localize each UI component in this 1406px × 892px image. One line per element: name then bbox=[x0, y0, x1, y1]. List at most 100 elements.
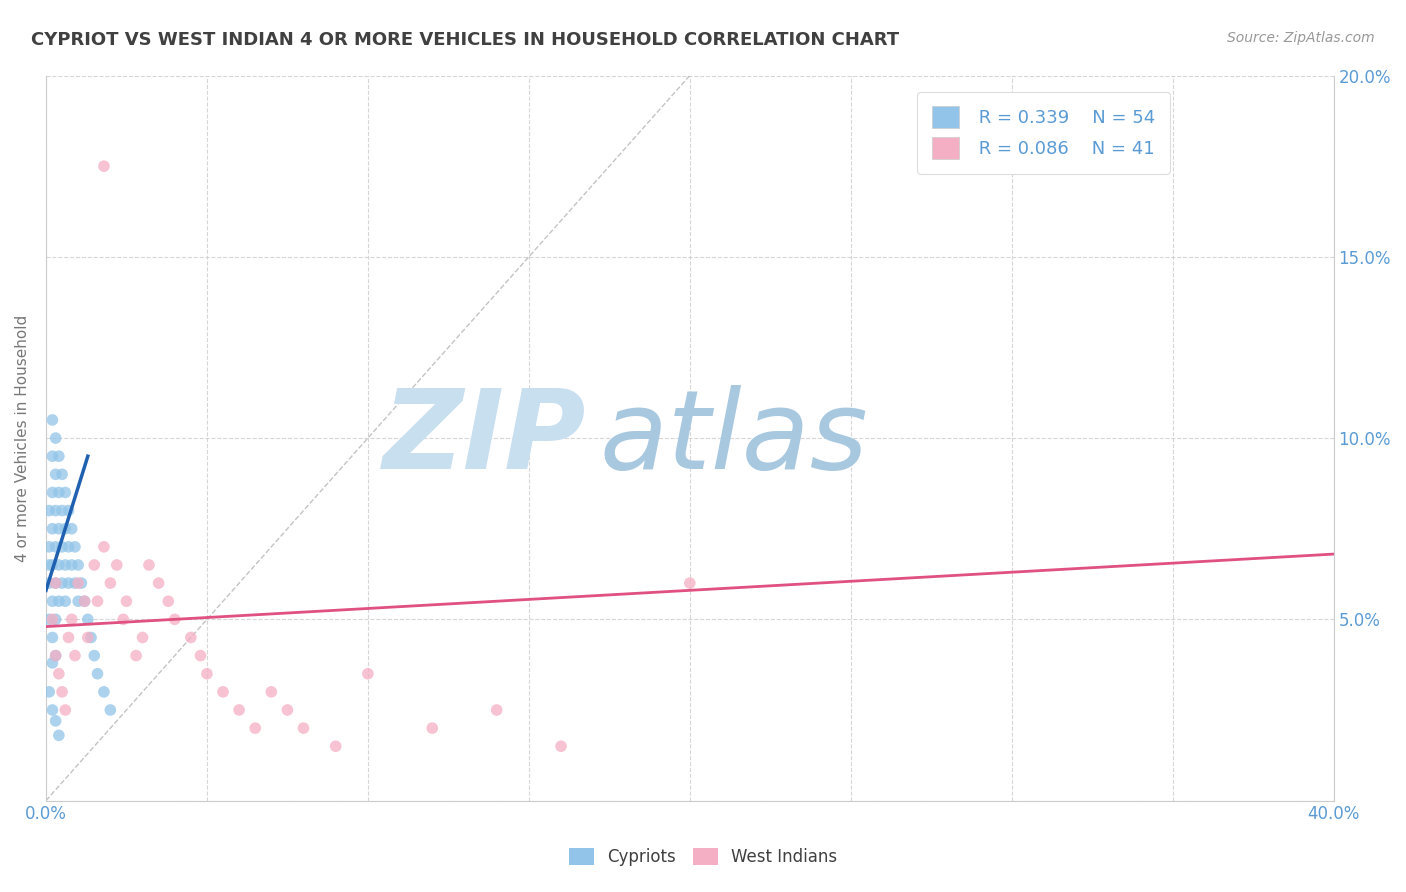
Point bbox=[93, 540, 115, 554]
Point bbox=[48, 728, 70, 742]
Point bbox=[48, 485, 70, 500]
Point bbox=[73, 594, 96, 608]
Point bbox=[93, 685, 115, 699]
Point bbox=[190, 648, 212, 663]
Point bbox=[325, 739, 347, 754]
Point bbox=[131, 631, 153, 645]
Point bbox=[58, 503, 80, 517]
Point bbox=[48, 594, 70, 608]
Point bbox=[53, 594, 76, 608]
Point bbox=[53, 485, 76, 500]
Text: CYPRIOT VS WEST INDIAN 4 OR MORE VEHICLES IN HOUSEHOLD CORRELATION CHART: CYPRIOT VS WEST INDIAN 4 OR MORE VEHICLE… bbox=[31, 31, 898, 49]
Point bbox=[45, 576, 67, 591]
Point bbox=[58, 631, 80, 645]
Point bbox=[83, 558, 105, 572]
Point bbox=[38, 540, 60, 554]
Point bbox=[45, 648, 67, 663]
Point bbox=[93, 159, 115, 173]
Point bbox=[679, 576, 702, 591]
Text: ZIP: ZIP bbox=[384, 384, 586, 491]
Point bbox=[98, 576, 121, 591]
Point bbox=[76, 612, 98, 626]
Point bbox=[60, 522, 83, 536]
Point bbox=[48, 558, 70, 572]
Point bbox=[80, 631, 103, 645]
Legend: Cypriots, West Indians: Cypriots, West Indians bbox=[561, 840, 845, 875]
Text: atlas: atlas bbox=[600, 384, 869, 491]
Point bbox=[67, 558, 90, 572]
Point bbox=[51, 540, 73, 554]
Point bbox=[115, 594, 138, 608]
Point bbox=[212, 685, 235, 699]
Y-axis label: 4 or more Vehicles in Household: 4 or more Vehicles in Household bbox=[15, 315, 30, 562]
Point bbox=[48, 449, 70, 463]
Point bbox=[45, 576, 67, 591]
Point bbox=[292, 721, 315, 735]
Point bbox=[45, 612, 67, 626]
Point bbox=[38, 612, 60, 626]
Point bbox=[260, 685, 283, 699]
Point bbox=[45, 540, 67, 554]
Point bbox=[41, 449, 63, 463]
Point bbox=[148, 576, 170, 591]
Point bbox=[51, 467, 73, 482]
Point bbox=[60, 612, 83, 626]
Point bbox=[138, 558, 160, 572]
Point bbox=[38, 576, 60, 591]
Point bbox=[70, 576, 93, 591]
Point bbox=[53, 522, 76, 536]
Point bbox=[53, 558, 76, 572]
Point bbox=[41, 612, 63, 626]
Point bbox=[53, 703, 76, 717]
Point bbox=[67, 594, 90, 608]
Point bbox=[38, 503, 60, 517]
Point bbox=[45, 503, 67, 517]
Text: Source: ZipAtlas.com: Source: ZipAtlas.com bbox=[1227, 31, 1375, 45]
Point bbox=[86, 594, 108, 608]
Point bbox=[45, 714, 67, 728]
Point bbox=[485, 703, 508, 717]
Point bbox=[45, 648, 67, 663]
Point bbox=[41, 485, 63, 500]
Point bbox=[38, 685, 60, 699]
Point bbox=[51, 685, 73, 699]
Point bbox=[41, 522, 63, 536]
Point bbox=[195, 666, 218, 681]
Point bbox=[157, 594, 180, 608]
Point bbox=[60, 558, 83, 572]
Point bbox=[41, 558, 63, 572]
Point bbox=[245, 721, 267, 735]
Point bbox=[73, 594, 96, 608]
Point bbox=[41, 631, 63, 645]
Point bbox=[125, 648, 148, 663]
Legend:  R = 0.339    N = 54,  R = 0.086    N = 41: R = 0.339 N = 54, R = 0.086 N = 41 bbox=[918, 92, 1170, 174]
Point bbox=[276, 703, 298, 717]
Point bbox=[58, 576, 80, 591]
Point bbox=[63, 648, 86, 663]
Point bbox=[67, 576, 90, 591]
Point bbox=[86, 666, 108, 681]
Point bbox=[98, 703, 121, 717]
Point bbox=[45, 467, 67, 482]
Point bbox=[45, 431, 67, 445]
Point bbox=[51, 503, 73, 517]
Point bbox=[41, 656, 63, 670]
Point bbox=[163, 612, 186, 626]
Point bbox=[58, 540, 80, 554]
Point bbox=[41, 594, 63, 608]
Point bbox=[357, 666, 380, 681]
Point bbox=[41, 703, 63, 717]
Point bbox=[112, 612, 135, 626]
Point bbox=[48, 522, 70, 536]
Point bbox=[51, 576, 73, 591]
Point bbox=[105, 558, 128, 572]
Point bbox=[38, 558, 60, 572]
Point bbox=[48, 666, 70, 681]
Point bbox=[63, 540, 86, 554]
Point bbox=[63, 576, 86, 591]
Point bbox=[41, 413, 63, 427]
Point bbox=[83, 648, 105, 663]
Point bbox=[180, 631, 202, 645]
Point bbox=[550, 739, 572, 754]
Point bbox=[228, 703, 250, 717]
